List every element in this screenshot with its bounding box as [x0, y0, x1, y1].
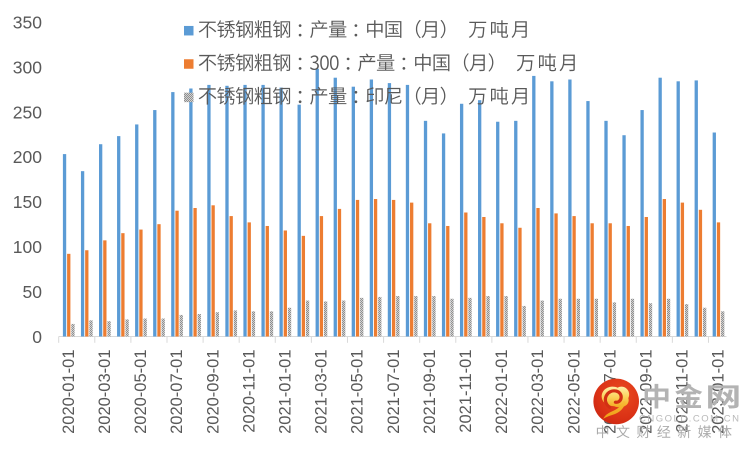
svg-text:50: 50: [23, 282, 43, 302]
svg-text:350: 350: [13, 12, 42, 32]
svg-text:2020-01-01: 2020-01-01: [60, 350, 78, 434]
svg-text:100: 100: [13, 237, 42, 257]
svg-text:200: 200: [13, 147, 42, 167]
svg-text:300: 300: [13, 57, 42, 77]
svg-text:2021-05-01: 2021-05-01: [349, 350, 367, 434]
svg-text:2021-03-01: 2021-03-01: [313, 350, 331, 434]
svg-text:2021-07-01: 2021-07-01: [385, 350, 403, 434]
svg-text:2022-01-01: 2022-01-01: [493, 350, 511, 434]
svg-text:0: 0: [32, 327, 42, 347]
svg-text:2021-09-01: 2021-09-01: [421, 350, 439, 434]
svg-text:250: 250: [13, 102, 42, 122]
svg-text:CNGOLD.COM.CN: CNGOLD.COM.CN: [639, 413, 739, 424]
svg-text:2021-11-01: 2021-11-01: [457, 350, 475, 433]
svg-text:2020-05-01: 2020-05-01: [132, 350, 150, 434]
svg-text:2022-05-01: 2022-05-01: [565, 350, 583, 434]
svg-text:2022-03-01: 2022-03-01: [529, 350, 547, 434]
svg-text:2020-07-01: 2020-07-01: [168, 350, 186, 434]
svg-text:150: 150: [13, 192, 42, 212]
svg-text:2021-01-01: 2021-01-01: [277, 350, 295, 434]
svg-text:2020-09-01: 2020-09-01: [204, 350, 222, 434]
svg-text:2020-03-01: 2020-03-01: [96, 350, 114, 434]
svg-text:2020-11-01: 2020-11-01: [240, 350, 258, 433]
